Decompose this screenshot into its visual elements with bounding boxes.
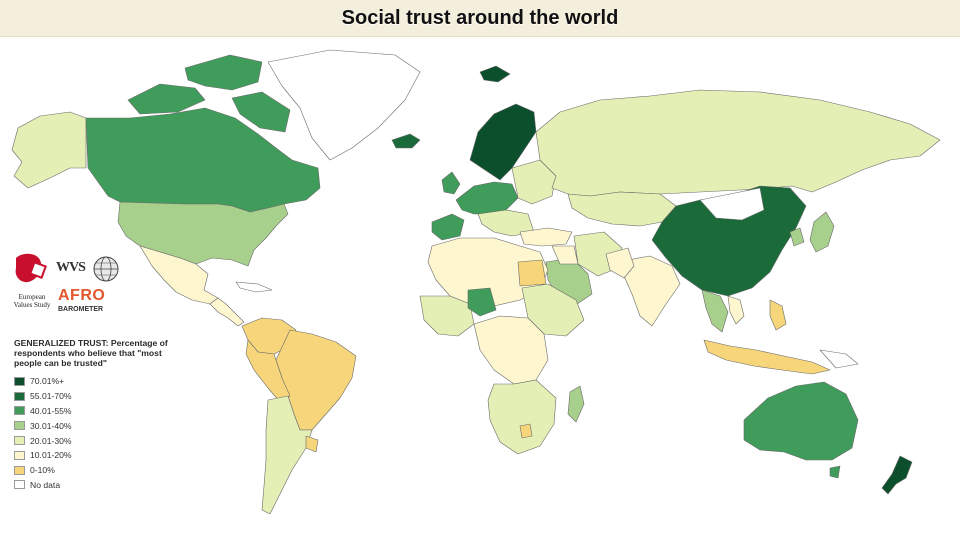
region-west-africa xyxy=(419,295,475,337)
legend-title: GENERALIZED TRUST: Percentage of respond… xyxy=(14,338,168,368)
legend-item: 70.01%+ xyxy=(14,374,174,389)
region-svalbard xyxy=(479,65,511,83)
region-iraq xyxy=(551,245,579,265)
region-alaska xyxy=(11,111,87,189)
legend-label: 70.01%+ xyxy=(30,376,65,387)
region-south-africa-inner xyxy=(519,423,533,439)
legend-swatch xyxy=(14,450,25,460)
legend-swatch xyxy=(14,376,25,386)
region-iberia xyxy=(431,213,465,241)
region-argentina xyxy=(261,395,313,515)
world-map xyxy=(11,49,941,515)
region-india xyxy=(623,255,681,327)
legend-label: 10.01-20% xyxy=(30,450,72,461)
legend-label: No data xyxy=(30,479,61,490)
legend-swatch xyxy=(14,406,25,416)
legend-item: No data xyxy=(14,478,174,493)
legend-item: 40.01-55% xyxy=(14,404,174,419)
region-nigeria xyxy=(467,287,497,317)
region-uruguay xyxy=(305,435,319,453)
legend-label: 30.01-40% xyxy=(30,420,72,431)
region-caribbean xyxy=(235,281,273,293)
legend-label: 40.01-55% xyxy=(30,405,72,416)
legend-swatch xyxy=(14,465,25,475)
region-baffin xyxy=(231,91,291,133)
region-australia xyxy=(743,381,859,461)
region-greenland xyxy=(267,49,421,161)
region-indonesia xyxy=(703,339,831,375)
region-uk xyxy=(441,171,461,195)
map-title: Social trust around the world xyxy=(341,7,619,29)
legend-swatch xyxy=(14,436,25,446)
wvs-globe-icon xyxy=(93,256,119,282)
region-southern-africa xyxy=(487,379,557,455)
evs-logo-mark xyxy=(15,253,47,283)
region-western-europe xyxy=(455,181,519,215)
legend-item: 0-10% xyxy=(14,463,174,478)
legend-item: 55.01-70% xyxy=(14,389,174,404)
title-bar: Social trust around the world xyxy=(0,0,960,37)
legend-item: 20.01-30% xyxy=(14,433,174,448)
region-russia xyxy=(535,89,941,197)
region-usa xyxy=(117,201,289,267)
legend-label: 0-10% xyxy=(30,465,55,476)
legend-item: 30.01-40% xyxy=(14,418,174,433)
region-kazakhstan xyxy=(567,191,677,227)
region-iceland xyxy=(391,133,421,149)
region-philippines xyxy=(769,299,787,331)
region-mongolia xyxy=(699,187,765,221)
legend-items: 70.01%+ 55.01-70% 40.01-55% 30.01-40% 20.01-… xyxy=(14,374,174,492)
region-new-zealand xyxy=(881,455,913,495)
afro-logo-subtext: BAROMETER xyxy=(58,306,104,313)
region-canada-arctic xyxy=(184,54,263,91)
region-central-america xyxy=(209,297,245,327)
legend-swatch xyxy=(14,421,25,431)
region-vietnam xyxy=(727,295,745,325)
legend-label: 20.01-30% xyxy=(30,435,72,446)
legend-swatch xyxy=(14,480,25,490)
legend: GENERALIZED TRUST: Percentage of respond… xyxy=(14,338,174,492)
legend-swatch xyxy=(14,391,25,401)
evs-logo-text: European Values Study xyxy=(13,293,51,309)
wvs-logo: WVS xyxy=(56,254,122,284)
region-tasmania xyxy=(829,465,841,479)
region-se-asia xyxy=(701,289,729,333)
region-png xyxy=(819,349,859,369)
region-korea xyxy=(789,227,805,247)
region-japan xyxy=(809,211,835,253)
afrobarometer-logo: AFRO BAROMETER xyxy=(58,288,128,318)
region-pakistan xyxy=(605,247,635,279)
region-turkey xyxy=(519,227,573,247)
region-central-africa xyxy=(473,315,549,385)
region-canada-arctic-2 xyxy=(127,83,206,115)
legend-item: 10.01-20% xyxy=(14,448,174,463)
legend-label: 55.01-70% xyxy=(30,391,72,402)
wvs-logo-text: WVS xyxy=(56,260,86,275)
region-madagascar xyxy=(567,385,585,423)
region-egypt xyxy=(517,259,547,287)
region-peru xyxy=(245,339,291,403)
afro-logo-text: AFRO xyxy=(58,287,106,304)
evs-logo: European Values Study xyxy=(10,250,54,324)
